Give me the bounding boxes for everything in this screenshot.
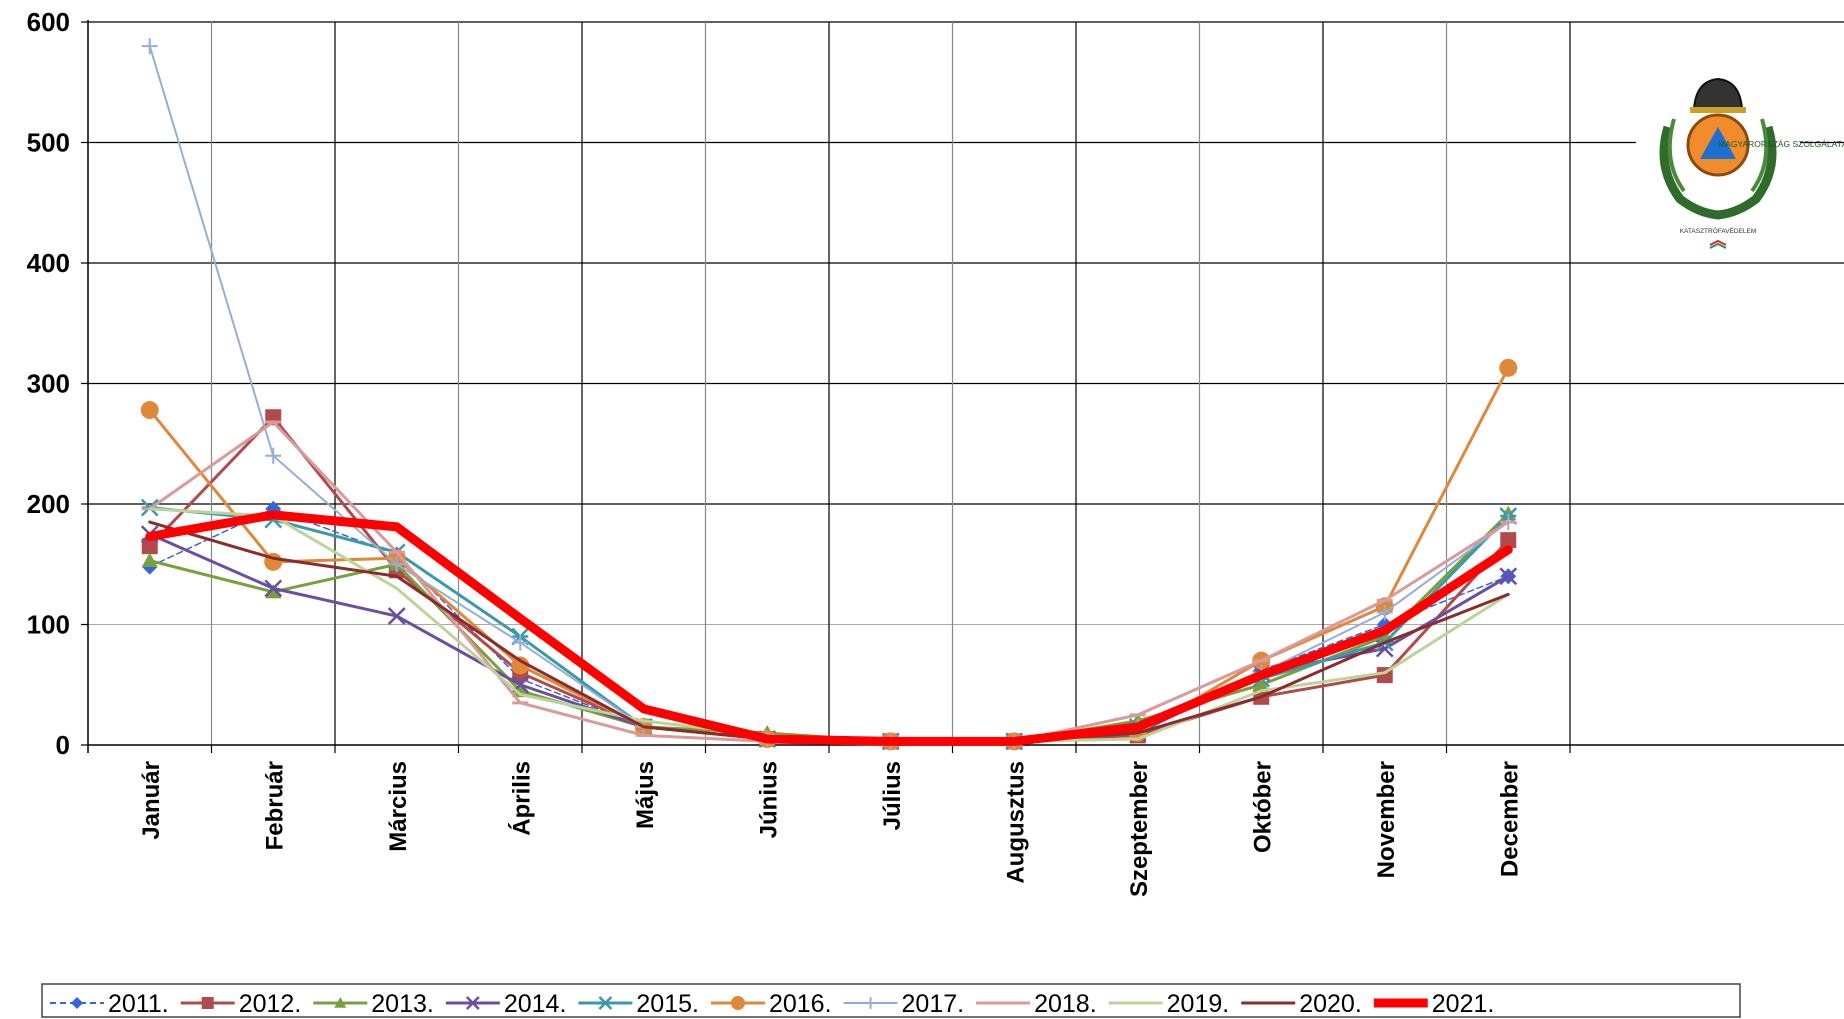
data-point	[512, 682, 529, 698]
x-tick-label: November	[1373, 761, 1400, 878]
emblem-logo: MAGYARORSZÁG SZOLGÁLATÁBAN A BIZTONSÁGÉR…	[1636, 52, 1844, 262]
legend-label: 2021.	[1432, 990, 1495, 1018]
data-point	[387, 607, 406, 625]
x-tick-label: Május	[632, 761, 659, 829]
legend-item: 2011.	[50, 990, 169, 1018]
data-point	[71, 997, 83, 1009]
data-point	[140, 401, 159, 420]
data-point	[141, 538, 158, 555]
data-point	[1499, 358, 1518, 377]
data-point	[730, 996, 745, 1010]
legend-label: 2014.	[504, 990, 567, 1018]
y-axis-ticks: 0 100 200 300 400 500 600	[27, 7, 70, 760]
legend-item: 2018.	[976, 990, 1097, 1018]
data-point	[465, 996, 480, 1010]
x-tick-label: Június	[755, 761, 782, 838]
legend-item: 2015.	[578, 990, 699, 1018]
legend-box	[41, 983, 1741, 1018]
data-point	[388, 556, 405, 573]
y-tick-label: 200	[27, 489, 70, 519]
data-point	[864, 997, 877, 1009]
legend-label: 2019.	[1167, 990, 1230, 1018]
data-point	[512, 634, 529, 651]
legend-label: 2017.	[902, 990, 965, 1018]
x-tick-label: Január	[138, 761, 165, 840]
data-point	[334, 997, 347, 1008]
x-axis-ticks: Január Február Március Április Május Június Jú…	[138, 761, 1524, 897]
data-point	[511, 656, 530, 675]
data-point	[265, 447, 282, 464]
legend-item: 2021.	[1373, 990, 1495, 1018]
legend-item: 2013.	[313, 990, 434, 1018]
data-point	[201, 997, 214, 1009]
y-tick-label: 600	[27, 7, 70, 37]
legend-label: 2015.	[636, 990, 699, 1018]
data-point	[264, 579, 283, 598]
data-point	[1253, 676, 1270, 692]
legend-item: 2017.	[843, 990, 965, 1018]
data-point	[1499, 567, 1518, 586]
y-tick-label: 300	[27, 369, 70, 399]
data-point	[141, 552, 158, 568]
data-point	[265, 583, 282, 599]
x-tick-label: Október	[1249, 761, 1276, 853]
x-tick-label: December	[1496, 761, 1523, 877]
legend-label: 2016.	[769, 990, 832, 1018]
legend-label: 2020.	[1299, 990, 1362, 1018]
y-tick-label: 400	[27, 248, 70, 278]
legend-label: 2012.	[239, 990, 302, 1018]
grid-lines	[88, 21, 1844, 745]
legend-label: 2013.	[371, 990, 434, 1018]
series-line	[145, 510, 1513, 746]
data-point	[1376, 604, 1393, 621]
legend-item: 2020.	[1241, 990, 1362, 1018]
legend-item: 2019.	[1108, 990, 1230, 1018]
logo-bottom-text: KATASZTRÓFAVÉDELEM	[1680, 226, 1757, 235]
legend-item: 2014.	[445, 990, 567, 1018]
legend: 2011. 2012. 2013. 2014. 2015. 2016. 2017. 2018.…	[50, 990, 1494, 1018]
axes	[81, 20, 1844, 753]
data-point	[141, 38, 158, 55]
y-tick-label: 100	[27, 610, 70, 640]
x-tick-label: Február	[261, 761, 288, 850]
logo-ring-text: MAGYARORSZÁG SZOLGÁLATÁBAN A BIZTONSÁGÉR…	[1718, 139, 1844, 149]
data-point	[598, 996, 613, 1010]
legend-item: 2012.	[180, 990, 302, 1018]
y-tick-label: 0	[56, 730, 70, 760]
y-tick-label: 500	[27, 128, 70, 158]
legend-label: 2011.	[108, 990, 169, 1018]
x-tick-label: Július	[879, 761, 906, 830]
series-2021	[145, 510, 1513, 746]
legend-label: 2018.	[1034, 990, 1097, 1018]
series-lines	[140, 38, 1518, 751]
x-tick-label: Március	[385, 761, 412, 852]
data-point	[1500, 532, 1517, 549]
legend-item: 2016.	[710, 990, 832, 1018]
x-tick-label: Április	[507, 761, 535, 836]
x-tick-label: Augusztus	[1002, 761, 1029, 884]
x-tick-label: Szeptember	[1126, 761, 1153, 897]
